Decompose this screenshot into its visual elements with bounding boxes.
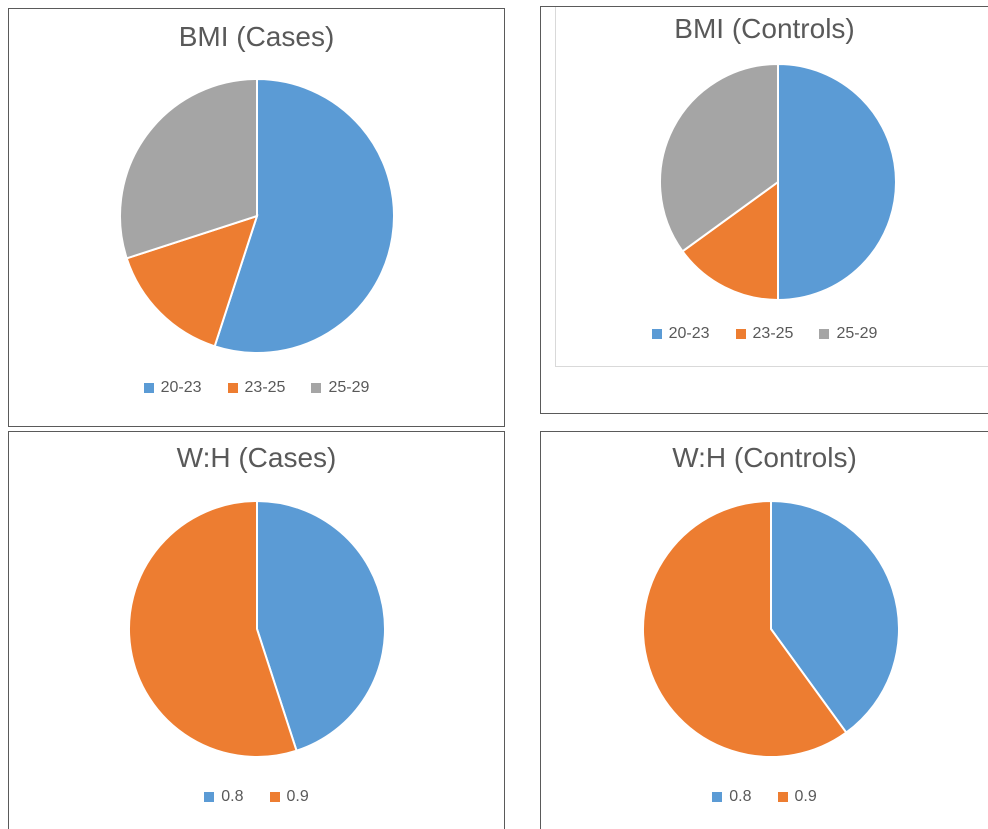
legend-label: 0.9 <box>794 788 817 805</box>
pie-chart <box>128 499 386 758</box>
chart-legend: 20-23 23-25 25-29 <box>541 325 988 343</box>
chart-area-frame <box>555 7 988 367</box>
legend-item: 25-29 <box>311 379 369 397</box>
legend-item: 23-25 <box>227 379 286 397</box>
legend-label: 20-23 <box>668 325 710 342</box>
chart-title: W:H (Cases) <box>176 442 337 473</box>
legend-swatch-icon <box>204 792 215 802</box>
legend-swatch-icon <box>712 792 723 802</box>
legend-label: 25-29 <box>328 379 370 396</box>
legend-label: 25-29 <box>836 325 878 342</box>
chart-panel-wh-cases: W:H (Cases) 0.8 0.9 <box>8 431 505 829</box>
legend-item: 20-23 <box>143 379 202 397</box>
pie-slice-23-25 <box>681 180 779 302</box>
legend-label: 0.8 <box>221 788 244 805</box>
pie-chart <box>119 77 395 354</box>
pie-slice-25-29 <box>119 77 258 260</box>
legend-label: 20-23 <box>160 379 202 396</box>
chart-panel-wh-controls: W:H (Controls) 0.8 0.9 <box>540 431 988 829</box>
pie-chart <box>659 62 897 302</box>
pie-slice-20-23 <box>777 62 897 302</box>
legend-label: 0.8 <box>729 788 752 805</box>
legend-item: 20-23 <box>651 325 710 343</box>
legend-swatch-icon <box>819 329 830 339</box>
legend-item: 0.8 <box>204 788 244 806</box>
chart-title: W:H (Controls) <box>672 442 857 473</box>
chart-legend: 0.8 0.9 <box>541 788 988 806</box>
legend-item: 25-29 <box>819 325 877 343</box>
legend-swatch-icon <box>651 329 662 339</box>
legend-item: 0.8 <box>712 788 752 806</box>
legend-swatch-icon <box>311 383 322 393</box>
chart-legend: 0.8 0.9 <box>9 788 504 806</box>
pie-slice-0-9 <box>128 499 298 758</box>
legend-item: 0.9 <box>777 788 817 806</box>
legend-item: 23-25 <box>735 325 794 343</box>
chart-panel-bmi-controls: BMI (Controls) 20-23 23-25 25-29 <box>540 6 988 414</box>
pie-slice-0-9 <box>642 499 848 758</box>
legend-swatch-icon <box>777 792 788 802</box>
legend-swatch-icon <box>143 383 154 393</box>
legend-label: 0.9 <box>286 788 309 805</box>
legend-swatch-icon <box>269 792 280 802</box>
legend-item: 0.9 <box>269 788 309 806</box>
legend-label: 23-25 <box>244 379 286 396</box>
pie-slice-25-29 <box>659 62 779 253</box>
chart-panel-bmi-cases: BMI (Cases) 20-23 23-25 25-29 <box>8 8 505 427</box>
legend-swatch-icon <box>227 383 238 393</box>
pie-slice-0-8 <box>256 499 386 752</box>
pie-slice-20-23 <box>213 77 395 354</box>
chart-title: BMI (Cases) <box>178 21 335 52</box>
chart-title: BMI (Controls) <box>674 13 855 44</box>
pie-slice-0-8 <box>770 499 900 734</box>
pie-chart <box>642 499 900 758</box>
legend-label: 23-25 <box>752 325 794 342</box>
chart-legend: 20-23 23-25 25-29 <box>9 379 504 397</box>
legend-swatch-icon <box>735 329 746 339</box>
